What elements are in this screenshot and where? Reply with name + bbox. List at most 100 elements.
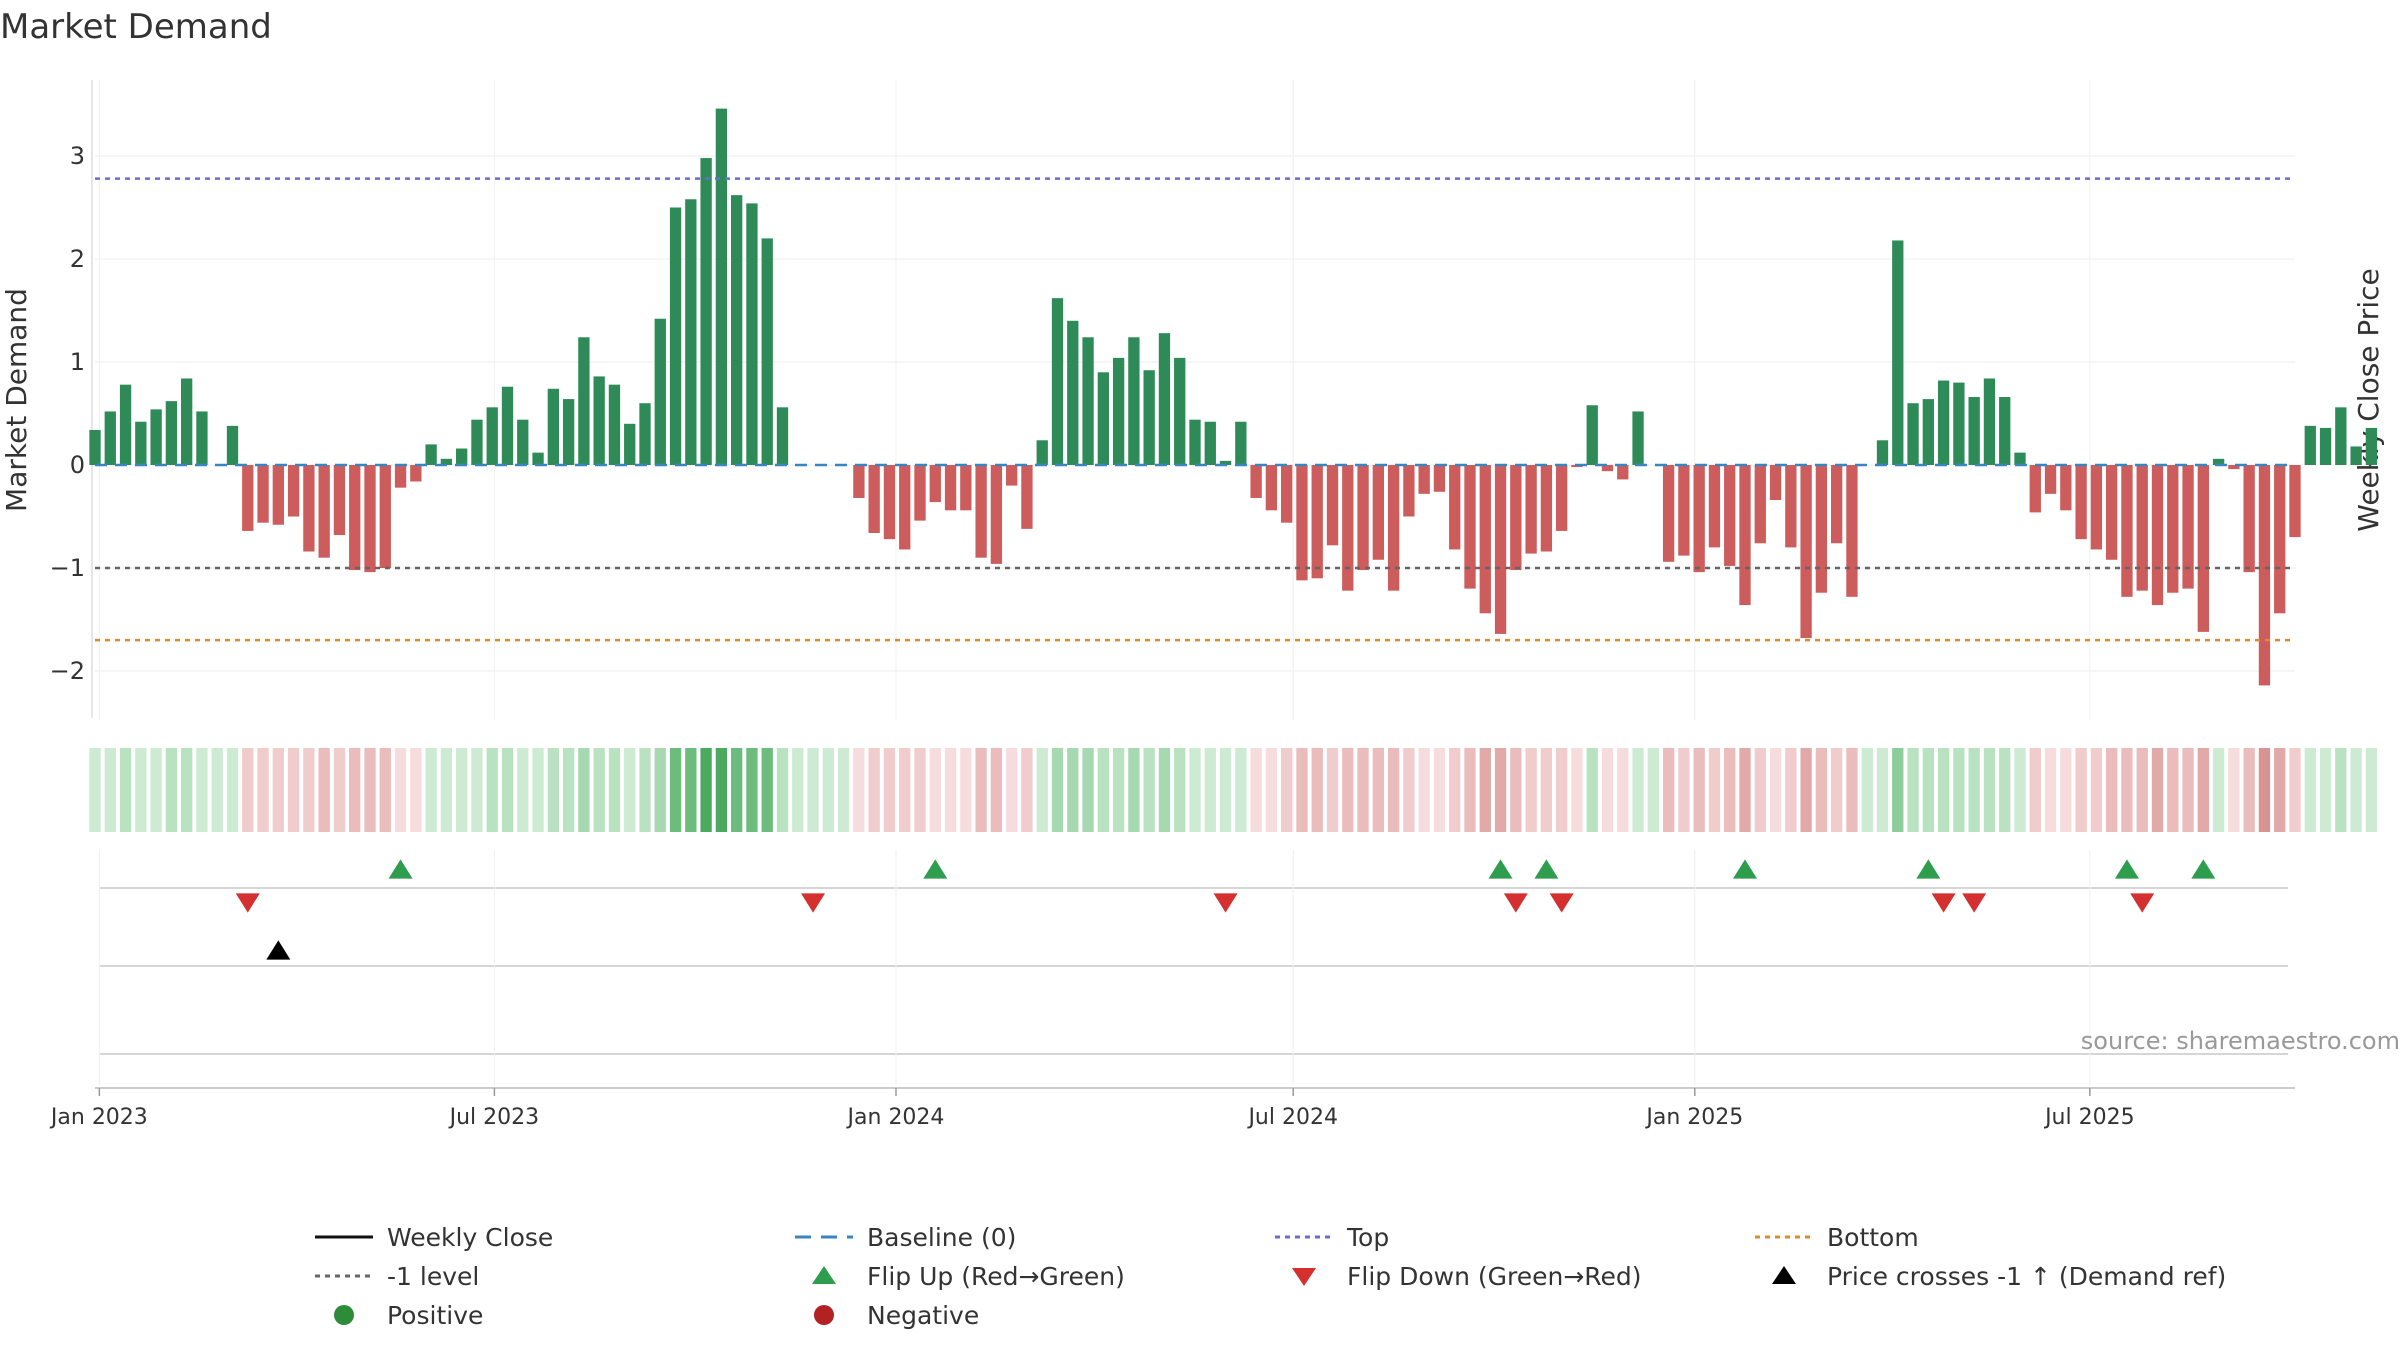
demand-bar xyxy=(1632,411,1644,465)
heat-cell xyxy=(287,748,300,832)
demand-bar xyxy=(1189,419,1201,465)
demand-bar xyxy=(1342,465,1354,591)
demand-bar xyxy=(2044,465,2057,494)
heat-cell xyxy=(700,748,712,832)
heat-cell xyxy=(1036,748,1048,832)
demand-bar xyxy=(165,401,178,465)
legend-item: Weekly Close xyxy=(315,1223,553,1252)
heat-cell xyxy=(2304,748,2316,832)
demand-bar xyxy=(1968,397,1980,465)
heat-cell xyxy=(1265,748,1278,832)
y-axis-label-left: Market Demand xyxy=(0,288,33,512)
demand-bar xyxy=(2212,458,2225,465)
heat-cell xyxy=(2151,748,2164,832)
demand-bar xyxy=(2319,427,2332,465)
heat-cell xyxy=(303,748,315,832)
flip-down-marker xyxy=(1503,893,1528,913)
demand-bar xyxy=(608,384,621,465)
legend-swatch xyxy=(1772,1266,1796,1284)
heat-cell xyxy=(196,748,208,832)
heat-cell xyxy=(318,748,330,832)
demand-bar xyxy=(1892,240,1904,465)
demand-bar xyxy=(318,465,330,558)
demand-bar xyxy=(654,318,666,465)
demand-bar xyxy=(1051,298,1064,465)
heat-cell xyxy=(562,748,575,832)
demand-bar xyxy=(242,465,254,531)
heat-cell xyxy=(1387,748,1400,832)
demand-bar xyxy=(410,465,422,482)
demand-bar xyxy=(914,465,926,521)
heat-cell xyxy=(1433,748,1446,832)
demand-bar xyxy=(547,388,559,465)
demand-bar xyxy=(975,465,987,558)
demand-bar xyxy=(135,421,147,465)
reference-lines xyxy=(95,177,2295,642)
flip-down-marker xyxy=(2130,893,2155,913)
demand-bar xyxy=(2365,427,2378,465)
heat-cell xyxy=(2289,748,2301,832)
demand-bar xyxy=(1907,403,1919,465)
heat-cell xyxy=(2243,748,2255,832)
demand-bar xyxy=(104,411,116,465)
demand-bar xyxy=(1112,357,1125,465)
heat-cell xyxy=(1693,748,1705,832)
demand-bar xyxy=(1449,465,1461,550)
heat-cell xyxy=(1464,748,1476,832)
demand-bar xyxy=(1235,421,1247,465)
heat-cell xyxy=(1219,748,1232,832)
demand-bar xyxy=(1082,337,1094,465)
heat-cell xyxy=(1158,748,1171,832)
demand-bar xyxy=(883,465,896,540)
flip-down-marker xyxy=(235,893,260,913)
legend-label: -1 level xyxy=(387,1262,479,1291)
heat-cell xyxy=(2014,748,2026,832)
demand-bar xyxy=(1403,465,1415,517)
demand-bar xyxy=(853,465,865,498)
x-tick-label: Jul 2025 xyxy=(2043,1105,2135,1130)
x-axis-ticks: Jan 2023 Jul 2023 Jan 2024 Jul 2024 Jan 2025… xyxy=(49,1088,2135,1130)
heat-cell xyxy=(731,748,743,832)
demand-bar xyxy=(364,465,376,573)
heat-cell xyxy=(1662,748,1675,832)
heat-cell xyxy=(2044,748,2057,832)
demand-bar xyxy=(2258,465,2271,686)
heat-cell xyxy=(1586,748,1598,832)
demand-bar xyxy=(1326,465,1339,546)
y-axis-label-right: Weekly Close Price xyxy=(2352,268,2385,531)
demand-bar xyxy=(1418,465,1430,494)
demand-bar xyxy=(1540,465,1553,552)
heat-cell xyxy=(1204,748,1216,832)
demand-bar xyxy=(1128,337,1140,465)
main-grid xyxy=(91,80,2295,720)
demand-bar xyxy=(1281,465,1293,523)
heat-cell xyxy=(1510,748,1522,832)
heat-cell xyxy=(1342,748,1354,832)
heat-cell xyxy=(1051,748,1064,832)
demand-bar xyxy=(1800,465,1812,639)
demand-bar xyxy=(562,399,575,465)
demand-bar xyxy=(868,465,880,533)
legend-label: Flip Down (Green→Red) xyxy=(1347,1262,1642,1291)
demand-bar xyxy=(349,465,361,571)
heat-cell xyxy=(2029,748,2041,832)
flip-down-marker xyxy=(801,893,826,913)
heat-cell xyxy=(1296,748,1308,832)
heat-cell xyxy=(1006,748,1018,832)
heat-cell xyxy=(2258,748,2271,832)
heat-cell xyxy=(1082,748,1094,832)
heat-cell xyxy=(746,748,758,832)
demand-bar xyxy=(1708,465,1721,548)
x-tick-label: Jul 2023 xyxy=(448,1105,540,1130)
heat-cell xyxy=(807,748,819,832)
legend-swatch xyxy=(814,1305,834,1325)
heat-cell xyxy=(654,748,666,832)
heat-cell xyxy=(639,748,651,832)
demand-bar xyxy=(1021,465,1033,529)
demand-bar xyxy=(1494,465,1507,634)
heat-cell xyxy=(2212,748,2225,832)
heat-cell xyxy=(1876,748,1889,832)
demand-bar xyxy=(761,238,773,465)
heat-cell xyxy=(1800,748,1812,832)
demand-bar xyxy=(1693,465,1705,573)
